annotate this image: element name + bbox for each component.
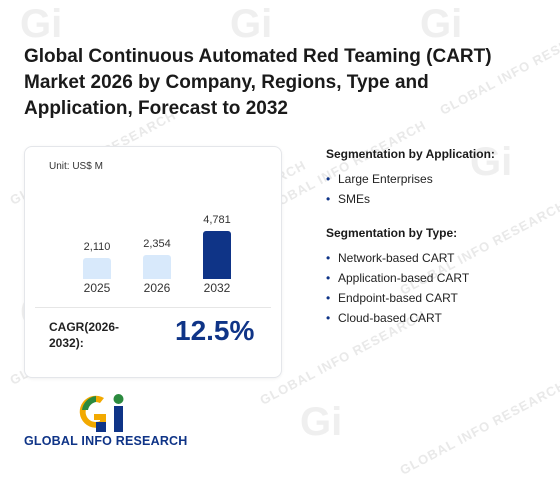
type-item: Network-based CART — [326, 248, 546, 268]
segmentation-type-heading: Segmentation by Type: — [326, 226, 458, 240]
watermark-text: GLOBAL INFO RESEARCH — [397, 377, 560, 478]
type-item: Application-based CART — [326, 268, 546, 288]
bar-value-label: 2,110 — [83, 241, 111, 253]
bar-value-label: 4,781 — [203, 214, 231, 226]
page-title: Global Continuous Automated Red Teaming … — [24, 46, 492, 119]
type-item: Cloud-based CART — [326, 308, 546, 328]
unit-label: Unit: US$ M — [49, 161, 103, 172]
bar-value-label: 2,354 — [143, 238, 171, 250]
cagr-label: CAGR(2026-2032): — [49, 320, 120, 350]
divider — [35, 307, 271, 308]
segmentation-application-heading: Segmentation by Application: — [326, 147, 495, 161]
segmentation-by-type: Segmentation by Type: Network-based CART… — [326, 226, 546, 328]
watermark-logo-icon: Gi — [230, 2, 273, 46]
gi-logo-icon — [79, 394, 124, 432]
bar-2026 — [143, 255, 171, 279]
bar-category-label: 2032 — [203, 281, 231, 295]
bar-2032 — [203, 231, 231, 279]
cagr-value: 12.5% — [175, 315, 255, 346]
market-size-card: Unit: US$ M 2,110 2025 2,354 2026 4,781 2032 … — [24, 146, 282, 378]
watermark-logo-icon: Gi — [300, 400, 343, 444]
watermark-logo-icon: Gi — [420, 2, 463, 46]
bar-category-label: 2026 — [143, 281, 171, 295]
watermark-logo-icon: Gi — [20, 2, 63, 46]
bar-2025 — [83, 258, 111, 279]
bar-category-label: 2025 — [83, 281, 111, 295]
application-item: SMEs — [326, 189, 546, 209]
company-logo: GLOBAL INFO RESEARCH — [24, 392, 194, 452]
logo-text: GLOBAL INFO RESEARCH — [24, 434, 188, 448]
application-item: Large Enterprises — [326, 169, 546, 189]
type-item: Endpoint-based CART — [326, 288, 546, 308]
segmentation-by-application: Segmentation by Application: Large Enter… — [326, 147, 546, 209]
